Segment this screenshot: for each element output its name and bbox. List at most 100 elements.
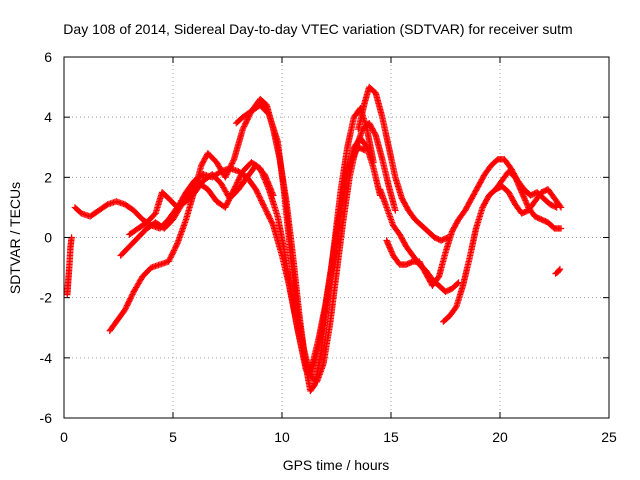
- data-point: [237, 172, 244, 179]
- data-point: [392, 207, 399, 214]
- x-tick-label: 10: [274, 429, 290, 445]
- data-point: [556, 202, 564, 210]
- data-point: [557, 225, 565, 232]
- data-point: [268, 218, 275, 225]
- data-point: [361, 147, 369, 154]
- x-tick-label: 15: [383, 429, 399, 445]
- series-pass-4: [117, 144, 369, 377]
- data-point: [240, 124, 247, 132]
- data-point: [370, 159, 377, 166]
- data-point: [371, 130, 379, 138]
- data-point: [165, 258, 172, 265]
- data-point: [233, 180, 240, 188]
- data-point: [125, 299, 132, 306]
- data-point: [127, 295, 134, 302]
- series-pass-10: [440, 183, 565, 325]
- y-tick-label: -2: [40, 290, 53, 306]
- y-tick-label: -4: [40, 350, 53, 366]
- data-point: [252, 186, 260, 193]
- data-point: [123, 302, 131, 309]
- data-point: [223, 171, 230, 178]
- data-point: [168, 252, 175, 260]
- chart-title: Day 108 of 2014, Sidereal Day-to-day VTE…: [63, 21, 572, 37]
- data-point: [253, 187, 260, 194]
- data-point: [244, 116, 251, 123]
- data-point: [223, 201, 230, 208]
- data-point: [258, 198, 266, 206]
- data-point: [269, 220, 276, 228]
- data-point: [260, 201, 267, 208]
- data-point: [262, 205, 269, 213]
- data-points: [64, 83, 565, 395]
- data-point: [172, 243, 180, 250]
- data-point: [266, 213, 273, 221]
- data-point: [168, 251, 176, 258]
- data-point: [454, 280, 461, 287]
- data-point: [242, 119, 250, 126]
- data-point: [241, 121, 248, 129]
- series-pass-9: [383, 156, 560, 289]
- data-point: [122, 305, 129, 312]
- data-point: [125, 298, 133, 305]
- data-point: [270, 192, 277, 199]
- data-point: [235, 176, 242, 183]
- data-point: [256, 194, 264, 201]
- data-point: [166, 256, 173, 264]
- data-point: [264, 211, 272, 218]
- data-point: [265, 212, 272, 219]
- series-pass-6: [233, 101, 399, 386]
- data-point: [228, 160, 236, 167]
- data-point: [224, 198, 232, 206]
- x-axis-label: GPS time / hours: [283, 457, 390, 473]
- data-point: [236, 175, 243, 182]
- data-point: [121, 306, 129, 313]
- data-point: [557, 204, 565, 211]
- data-point: [264, 209, 271, 217]
- data-point: [128, 292, 135, 300]
- data-point: [242, 120, 249, 127]
- data-point: [173, 241, 180, 249]
- series-pass-3: [106, 95, 377, 395]
- data-point: [234, 177, 242, 185]
- series-pass-12: [552, 265, 564, 277]
- data-point: [222, 202, 230, 210]
- data-point: [224, 200, 231, 207]
- y-tick-label: -6: [40, 410, 53, 426]
- data-point: [230, 157, 237, 164]
- series-pass-7: [355, 83, 451, 244]
- data-point: [171, 245, 178, 253]
- data-point: [258, 197, 265, 204]
- data-point: [222, 172, 230, 180]
- data-point: [226, 165, 233, 173]
- data-point: [126, 296, 133, 304]
- data-point: [170, 248, 177, 256]
- data-point: [268, 219, 276, 226]
- data-point: [225, 167, 232, 174]
- data-point: [452, 304, 459, 312]
- data-point: [234, 179, 241, 186]
- data-point: [556, 266, 563, 274]
- data-point: [123, 303, 130, 311]
- data-point: [253, 188, 261, 196]
- y-tick-label: 0: [44, 230, 52, 246]
- data-point: [243, 117, 250, 125]
- data-point: [169, 250, 176, 257]
- data-point: [360, 146, 367, 153]
- y-tick-label: 4: [44, 109, 52, 125]
- data-point: [224, 168, 232, 175]
- data-point: [222, 174, 229, 181]
- data-point: [236, 173, 244, 181]
- data-point: [166, 255, 174, 262]
- data-point: [257, 195, 264, 203]
- data-point: [239, 126, 246, 133]
- series-pass-1: [64, 234, 75, 298]
- tick-labels: 0 5 10 15 20 25 -6 -4 -2 0 2 4 6: [40, 49, 617, 445]
- data-point: [261, 204, 268, 211]
- data-point: [262, 206, 270, 214]
- data-point: [228, 161, 235, 169]
- data-point: [240, 123, 248, 130]
- series-pass-5: [126, 162, 277, 238]
- data-point: [254, 190, 262, 197]
